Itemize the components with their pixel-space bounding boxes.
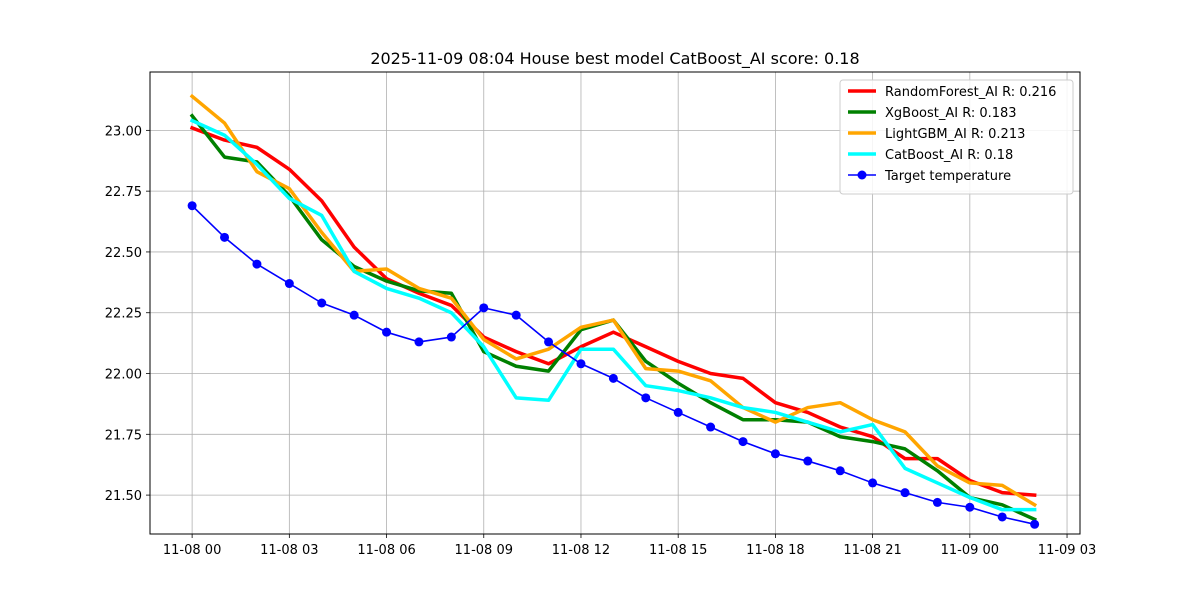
y-tick-label: 21.75 (105, 428, 142, 443)
data-point (997, 512, 1007, 522)
data-point (284, 279, 294, 289)
y-tick-label: 21.50 (105, 489, 142, 504)
x-tick-label: 11-08 12 (552, 543, 610, 558)
chart-title: 2025-11-09 08:04 House best model CatBoo… (370, 49, 859, 69)
data-point (673, 407, 683, 417)
data-point (835, 466, 845, 476)
x-tick-label: 11-09 00 (941, 543, 999, 558)
series-line-2 (189, 93, 1038, 508)
data-point (187, 201, 197, 211)
data-point (317, 298, 327, 308)
data-point (706, 422, 716, 432)
x-tick-label: 11-08 06 (357, 543, 415, 558)
data-point (868, 478, 878, 488)
x-tick-label: 11-08 09 (455, 543, 513, 558)
data-point (576, 359, 586, 369)
data-point (382, 327, 392, 337)
legend-label-3: CatBoost_AI R: 0.18 (885, 148, 1013, 163)
data-point (511, 310, 521, 320)
x-tick-label: 11-09 03 (1038, 543, 1096, 558)
data-point (738, 437, 748, 447)
y-tick-label: 22.00 (105, 368, 142, 383)
data-point (770, 449, 780, 459)
data-point (479, 303, 489, 313)
x-tick-label: 11-08 18 (746, 543, 804, 558)
x-tick-label: 11-08 03 (260, 543, 318, 558)
data-point (446, 332, 456, 342)
y-tick-label: 22.50 (105, 246, 142, 261)
legend-marker (857, 170, 867, 180)
data-point (641, 393, 651, 403)
data-point (965, 502, 975, 512)
axis-layer: 11-08 00 11-08 03 11-08 06 11-08 09 11-08 12… (105, 124, 1096, 558)
data-point (932, 497, 942, 507)
grid-layer (150, 72, 1080, 534)
series-layer (187, 93, 1040, 529)
data-point (220, 232, 230, 242)
data-point (900, 488, 910, 498)
series-line-3 (189, 118, 1037, 512)
legend: RandomForest_AI R: 0.216 XgBoost_AI R: 0.… (839, 79, 1074, 195)
y-tick-label: 22.75 (105, 185, 142, 200)
legend-label-2: LightGBM_AI R: 0.213 (885, 127, 1025, 142)
legend-box (839, 79, 1074, 195)
x-tick-label: 11-08 15 (649, 543, 707, 558)
x-tick-label: 11-08 00 (163, 543, 221, 558)
data-point (414, 337, 424, 347)
y-tick-label: 23.00 (105, 124, 142, 139)
data-point (349, 310, 359, 320)
data-point (252, 259, 262, 269)
legend-label-0: RandomForest_AI R: 0.216 (885, 85, 1056, 100)
legend-label-1: XgBoost_AI R: 0.183 (885, 106, 1017, 121)
series-line-4 (190, 204, 1036, 526)
legend-label-4: Target temperature (884, 169, 1011, 184)
plot-frame (149, 71, 1081, 535)
x-tick-label: 11-08 21 (843, 543, 901, 558)
data-point (608, 373, 618, 383)
data-point (1030, 519, 1040, 529)
y-tick-label: 22.25 (105, 307, 142, 322)
data-point (544, 337, 554, 347)
data-point (803, 456, 813, 466)
